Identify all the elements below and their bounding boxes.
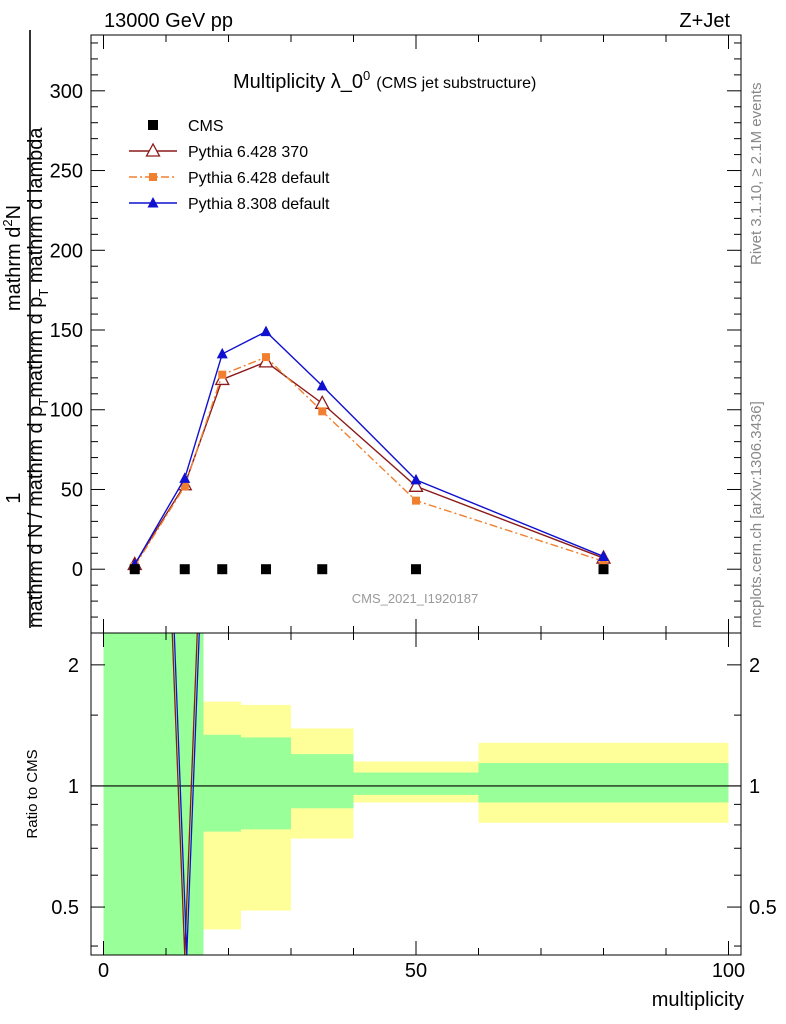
- series-cms-point: [217, 564, 228, 575]
- series-pythia-6-428-370-point: [314, 395, 330, 410]
- ratio-bands: [103, 633, 729, 955]
- legend: CMS Pythia 6.428 370 Pythia 6.428 default P…: [129, 118, 330, 213]
- series-pythia-8-308-default-point: [216, 347, 228, 359]
- y-label-numerator-text: mathrm d2N: [0, 205, 25, 311]
- chart-title: Multiplicity λ_00 (CMS jet substructure): [233, 68, 536, 93]
- series-cms-point: [317, 564, 328, 575]
- y-tick-label: 50: [61, 479, 83, 501]
- chart-title-main: Multiplicity λ_0: [233, 71, 363, 93]
- x-axis-label: multiplicity: [652, 989, 744, 1011]
- legend-pythia-6-428-370-label: Pythia 6.428 370: [188, 144, 308, 161]
- series-pythia-6-428-default-point: [218, 370, 227, 379]
- y-label-num-b: N: [3, 205, 25, 219]
- series-pythia-8-308-default-point: [598, 550, 609, 561]
- series-pythia-6-428-370: [127, 353, 612, 571]
- y-label-den-b: mathrm d p: [25, 297, 47, 398]
- main-axis-ticks: 0 50 100 150 200 250 300: [50, 35, 741, 633]
- series-cms-point: [261, 564, 271, 575]
- legend-pythia-8-308-default-marker: [147, 197, 159, 208]
- y-label-num-sup: 2: [0, 219, 15, 226]
- series-cms-point: [129, 564, 140, 575]
- series-cms-point: [411, 564, 421, 575]
- ratio-panel: 0 50 100 0.5 0.5 1 1 2 2: [51, 632, 777, 982]
- analysis-watermark: CMS_2021_I1920187: [352, 591, 479, 606]
- legend-cms-label: CMS: [188, 118, 224, 135]
- series-pythia-8-308-default-point: [179, 472, 191, 483]
- legend-pythia-6-428-default-label: Pythia 6.428 default: [188, 170, 330, 187]
- series-pythia-6-428-370-line: [134, 361, 604, 565]
- y-label-den-a: mathrm d N / mathrm d p: [25, 406, 47, 628]
- y-label-den-sub2: T: [36, 289, 51, 297]
- x-tick-label: 100: [712, 960, 745, 982]
- y-tick-label: 300: [50, 81, 83, 103]
- legend-pythia-8-308-default-label: Pythia 8.308 default: [188, 196, 330, 213]
- ratio-tick-label-right: 1: [749, 776, 760, 798]
- series-pythia-6-428-default: [130, 353, 608, 571]
- main-series: [127, 325, 612, 575]
- series-pythia-6-428-default-point: [318, 407, 327, 416]
- series-pythia-6-428-370-point: [408, 477, 424, 492]
- main-panel: 0 50 100 150 200 250 300: [50, 34, 742, 634]
- header-right: Z+Jet: [679, 10, 730, 32]
- legend-cms-marker: [148, 120, 158, 130]
- series-pythia-8-308-default-point: [260, 325, 272, 337]
- uncertainty-band-inner: [203, 734, 241, 832]
- y-label-den-c: mathrm d lambda: [25, 127, 47, 289]
- ratio-tick-label: 2: [68, 655, 79, 677]
- y-tick-label: 100: [50, 400, 83, 422]
- series-pythia-8-308-default: [129, 325, 609, 569]
- series-cms-point: [179, 564, 190, 575]
- chart-title-note: (CMS jet substructure): [376, 75, 536, 92]
- series-pythia-6-428-default-point: [262, 353, 270, 362]
- uncertainty-band-inner: [478, 763, 729, 803]
- chart-title-sup: 0: [363, 68, 370, 83]
- legend-pythia-6-428-370-marker: [145, 142, 161, 157]
- series-cms: [129, 564, 609, 575]
- y-label-num-a: mathrm d: [3, 227, 25, 311]
- header-left: 13000 GeV pp: [104, 10, 233, 32]
- ratio-tick-label: 1: [68, 776, 79, 798]
- series-pythia-6-428-default-point: [412, 496, 420, 505]
- legend-pythia-6-428-default-marker: [149, 173, 157, 181]
- ratio-tick-label-right: 2: [749, 655, 760, 677]
- series-pythia-6-428-default-line: [134, 356, 604, 567]
- y-tick-label: 0: [72, 559, 83, 581]
- uncertainty-band-inner: [241, 737, 291, 830]
- y-tick-label: 200: [50, 240, 83, 262]
- y-tick-label: 250: [50, 161, 83, 183]
- ratio-tick-label-right: 0.5: [749, 897, 777, 919]
- ratio-tick-label: 0.5: [51, 897, 79, 919]
- series-pythia-6-428-default-point: [180, 482, 189, 491]
- y-label-den-sub1: T: [36, 398, 51, 406]
- side-label-bottom: mcplots.cern.ch [arXiv:1306.3436]: [748, 401, 765, 628]
- ratio-y-label: Ratio to CMS: [24, 749, 41, 838]
- series-pythia-8-308-default-line: [134, 330, 604, 565]
- uncertainty-band-inner: [291, 754, 354, 809]
- x-tick-label: 50: [405, 960, 427, 982]
- series-pythia-8-308-default-point: [410, 473, 422, 485]
- side-label-top: Rivet 3.1.10, ≥ 2.1M events: [748, 83, 765, 266]
- y-label-numerator: 1: [3, 492, 25, 503]
- series-cms-point: [598, 564, 609, 575]
- x-tick-label: 0: [98, 960, 109, 982]
- uncertainty-band-inner: [353, 772, 479, 795]
- series-pythia-8-308-default-point: [316, 379, 328, 391]
- y-axis-label: 1 mathrm d2N mathrm d N / mathrm d pTmat…: [0, 30, 51, 628]
- y-label-denominator: mathrm d N / mathrm d pTmathrm d pT math…: [25, 127, 51, 628]
- ratio-axis-ticks: 0 50 100 0.5 0.5 1 1 2 2: [51, 633, 777, 982]
- y-tick-label: 150: [50, 320, 83, 342]
- series-pythia-6-428-default-point: [599, 557, 608, 566]
